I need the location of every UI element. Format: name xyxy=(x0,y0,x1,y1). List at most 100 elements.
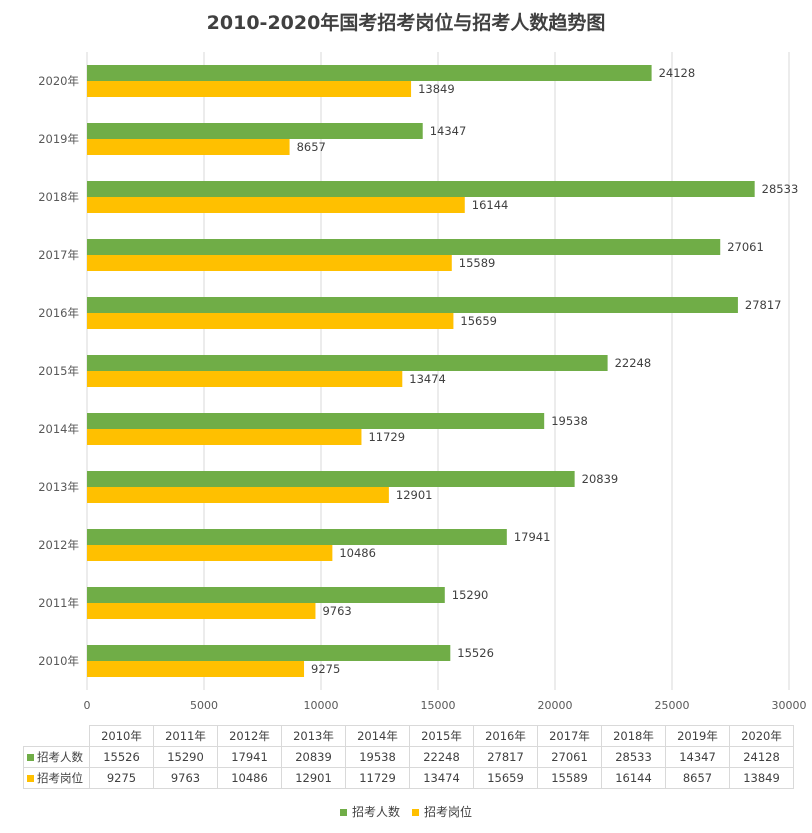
bar-positions xyxy=(87,197,465,213)
data-label: 10486 xyxy=(339,546,376,560)
x-tick-label: 25000 xyxy=(655,699,690,712)
y-tick-label: 2018年 xyxy=(38,190,79,204)
table-column-header: 2014年 xyxy=(345,725,410,747)
y-tick-label: 2011年 xyxy=(38,596,79,610)
data-label: 27061 xyxy=(727,240,764,254)
bar-applicants xyxy=(87,123,423,139)
legend-swatch-icon xyxy=(339,809,347,816)
table-cell: 20839 xyxy=(281,746,346,768)
legend-key-icon xyxy=(27,775,34,782)
table-column-header: 2011年 xyxy=(153,725,218,747)
data-label: 11729 xyxy=(368,430,405,444)
chart-title: 2010-2020年国考招考岗位与招考人数趋势图 xyxy=(206,12,606,34)
table-cell: 22248 xyxy=(409,746,474,768)
bar-applicants xyxy=(87,587,445,603)
bar-positions xyxy=(87,429,362,445)
data-label: 9763 xyxy=(322,604,351,618)
table-row-header: 招考岗位 xyxy=(23,767,90,789)
data-label: 16144 xyxy=(472,198,509,212)
y-tick-label: 2010年 xyxy=(38,654,79,668)
table-cell: 15290 xyxy=(153,746,218,768)
table-cell: 19538 xyxy=(345,746,410,768)
y-tick-label: 2013年 xyxy=(38,480,79,494)
table-cell: 9275 xyxy=(89,767,154,789)
y-tick-label: 2020年 xyxy=(38,74,79,88)
legend-label: 招考人数 xyxy=(351,805,400,819)
y-tick-label: 2012年 xyxy=(38,538,79,552)
y-tick-label: 2015年 xyxy=(38,364,79,378)
table-cell: 14347 xyxy=(665,746,730,768)
data-label: 15290 xyxy=(452,588,489,602)
series-name: 招考人数 xyxy=(37,750,83,764)
bar-positions xyxy=(87,313,454,329)
legend-swatch-icon xyxy=(412,809,419,816)
data-label: 14347 xyxy=(430,124,467,138)
bar-positions xyxy=(87,603,316,619)
y-tick-label: 2019年 xyxy=(38,132,79,146)
table-row: 招考人数 15526 15290 17941 20839 19538 22248 27817 2… xyxy=(23,746,794,768)
data-label: 15526 xyxy=(457,646,494,660)
table-column-header: 2019年 xyxy=(665,725,730,747)
table-row-header: 招考人数 xyxy=(23,746,90,768)
bar-applicants xyxy=(87,65,652,81)
data-label: 19538 xyxy=(551,414,588,428)
table-cell: 9763 xyxy=(153,767,218,789)
x-tick-label: 10000 xyxy=(304,699,339,712)
data-label: 17941 xyxy=(514,530,551,544)
table-header-row: 2010年 2011年 2012年 2013年 2014年 2015年 2016年 2017年… xyxy=(23,725,794,747)
legend-item: 招考人数 xyxy=(339,803,400,820)
table-column-header: 2018年 xyxy=(601,725,666,747)
table-column-header: 2016年 xyxy=(473,725,538,747)
data-label: 24128 xyxy=(659,66,696,80)
data-label: 12901 xyxy=(396,488,433,502)
data-label: 15589 xyxy=(459,256,496,270)
data-label: 27817 xyxy=(745,298,782,312)
table-cell: 13474 xyxy=(409,767,474,789)
legend-item: 招考岗位 xyxy=(412,803,472,820)
bar-applicants xyxy=(87,297,738,313)
table-cell: 16144 xyxy=(601,767,666,789)
table-column-header: 2017年 xyxy=(537,725,602,747)
bar-positions xyxy=(87,371,403,387)
data-label: 13849 xyxy=(418,82,455,96)
table-cell: 24128 xyxy=(729,746,794,768)
data-label: 8657 xyxy=(297,140,326,154)
bar-positions xyxy=(87,545,333,561)
x-tick-label: 15000 xyxy=(421,699,456,712)
table-cell: 17941 xyxy=(217,746,282,768)
table-cell: 15659 xyxy=(473,767,538,789)
bar-positions xyxy=(87,661,305,677)
table-corner xyxy=(23,725,90,747)
table-column-header: 2020年 xyxy=(729,725,794,747)
table-cell: 10486 xyxy=(217,767,282,789)
table-cell: 15589 xyxy=(537,767,602,789)
data-label: 15659 xyxy=(460,314,497,328)
data-label: 9275 xyxy=(311,662,340,676)
x-tick-label: 20000 xyxy=(538,699,573,712)
table-column-header: 2013年 xyxy=(281,725,346,747)
table-cell: 28533 xyxy=(601,746,666,768)
bar-applicants xyxy=(87,471,575,487)
table-column-header: 2015年 xyxy=(409,725,474,747)
table-cell: 15526 xyxy=(89,746,154,768)
data-label: 13474 xyxy=(409,372,446,386)
table-cell: 12901 xyxy=(281,767,346,789)
table-cell: 27817 xyxy=(473,746,538,768)
y-tick-label: 2016年 xyxy=(38,306,79,320)
table-column-header: 2010年 xyxy=(89,725,154,747)
bar-applicants xyxy=(87,645,451,661)
data-table: 2010年 2011年 2012年 2013年 2014年 2015年 2016年 2017年… xyxy=(23,725,794,789)
table-cell: 8657 xyxy=(665,767,730,789)
table-cell: 11729 xyxy=(345,767,410,789)
bar-applicants xyxy=(87,413,545,429)
series-name: 招考岗位 xyxy=(37,771,83,785)
table-cell: 13849 xyxy=(729,767,794,789)
table-column-header: 2012年 xyxy=(217,725,282,747)
x-tick-label: 5000 xyxy=(190,699,218,712)
data-label: 22248 xyxy=(615,356,652,370)
table-row: 招考岗位 9275 9763 10486 12901 11729 13474 15659 155… xyxy=(23,767,794,789)
legend-key-icon xyxy=(27,754,34,761)
bar-positions xyxy=(87,139,290,155)
bar-chart: 0 5000 10000 15000 20000 25000 30000 2010年 15526… xyxy=(38,52,807,712)
legend: 招考人数 招考岗位 xyxy=(0,803,812,820)
